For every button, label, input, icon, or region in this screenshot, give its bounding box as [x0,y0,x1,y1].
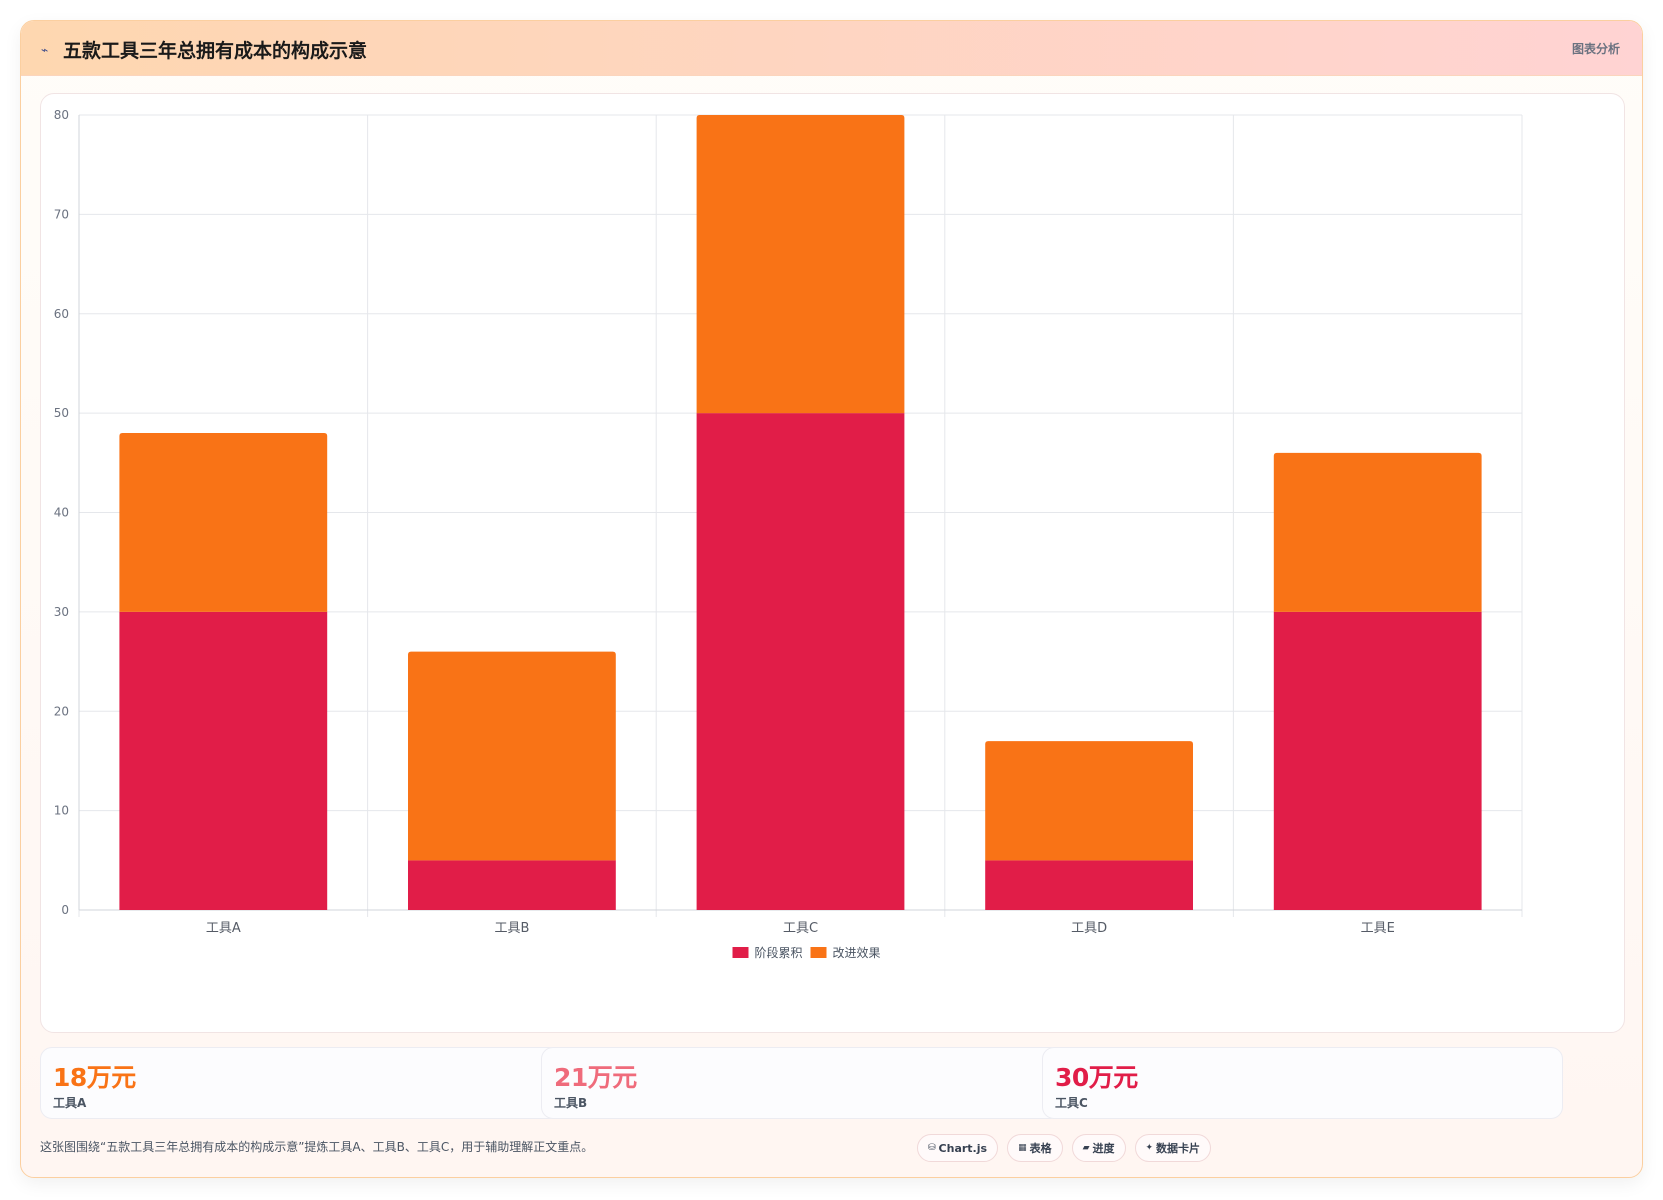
bar-segment-1 [408,860,616,910]
y-tick-label: 60 [54,307,69,321]
chip-progress[interactable]: ▰ 进度 [1071,1134,1126,1162]
card-header: ⌁ 五款工具三年总拥有成本的构成示意 图表分析 [21,21,1642,76]
chip-label: 表格 [1029,1142,1052,1155]
x-category-label: 工具A [206,921,241,936]
x-category-label: 工具E [1361,921,1395,936]
x-category-label: 工具D [1071,921,1107,936]
chip-data-card[interactable]: ✦ 数据卡片 [1134,1134,1212,1162]
database-icon: ⛁ [928,1143,936,1153]
bar-segment-2 [1273,452,1482,612]
y-tick-label: 10 [54,804,69,818]
y-tick-label: 0 [61,903,69,917]
table-icon: ▦ [1018,1143,1027,1153]
y-tick-label: 40 [54,506,69,520]
chip-label: 进度 [1092,1142,1115,1155]
chip-table[interactable]: ▦ 表格 [1007,1134,1063,1162]
bar-segment-2 [408,651,616,861]
header-tag: 图表分析 [1571,42,1620,56]
y-tick-label: 20 [54,704,69,718]
stat-label: 工具A [53,1096,87,1110]
tag-chips: ⛁ Chart.js ▦ 表格 ▰ 进度 ✦ 数据卡片 [917,1134,1212,1162]
chart-card: ⌁ 五款工具三年总拥有成本的构成示意 图表分析 0 10 20 30 40 50 60 70 8… [20,20,1643,1178]
stat-card-3: 30万元 工具C [1042,1047,1563,1119]
footer-description: 这张图围绕“五款工具三年总拥有成本的构成示意”提炼工具A、工具B、工具C，用于辅… [40,1140,594,1154]
y-tick-label: 70 [54,207,69,221]
chart-line-icon: ⌁ [41,43,49,57]
stat-card-1: 18万元 工具A [40,1047,561,1119]
chart-title: 五款工具三年总拥有成本的构成示意 [63,40,368,62]
sparkle-icon: ✦ [1145,1143,1154,1153]
y-tick-label: 30 [54,605,69,619]
stacked-bar-chart: 0 10 20 30 40 50 60 70 80 工具A 工具B 工具C 工具D 工具E 阶段累积 改进效果 [54,108,1523,960]
stat-value: 30万元 [1055,1063,1138,1092]
bar-segment-1 [985,860,1193,910]
stat-value: 21万元 [554,1063,637,1092]
x-category-label: 工具B [494,921,529,936]
chart-panel: 0 10 20 30 40 50 60 70 80 工具A 工具B 工具C 工具D 工具E 阶段累积 改进效果 [40,93,1625,1033]
legend-swatch [732,947,749,958]
chip-chartjs[interactable]: ⛁ Chart.js [917,1134,999,1162]
legend-label: 改进效果 [833,945,881,960]
bar-segment-1 [119,611,328,910]
chip-label: Chart.js [938,1141,988,1155]
stat-label: 工具B [554,1096,588,1110]
stat-card-2: 21万元 工具B [541,1047,1062,1119]
bar-segment-1 [696,413,905,910]
stat-label: 工具C [1055,1096,1088,1110]
bar-segment-1 [1273,611,1482,910]
legend-swatch [810,947,827,958]
stat-value: 18万元 [53,1063,136,1092]
bar-segment-2 [985,741,1193,861]
bar-segment-2 [119,433,328,612]
progress-icon: ▰ [1082,1143,1090,1153]
chip-label: 数据卡片 [1156,1142,1201,1155]
bar-segment-2 [696,115,905,414]
legend-label: 阶段累积 [755,945,803,960]
y-tick-label: 50 [54,406,69,420]
y-tick-label: 80 [54,108,69,122]
x-category-label: 工具C [783,921,818,936]
